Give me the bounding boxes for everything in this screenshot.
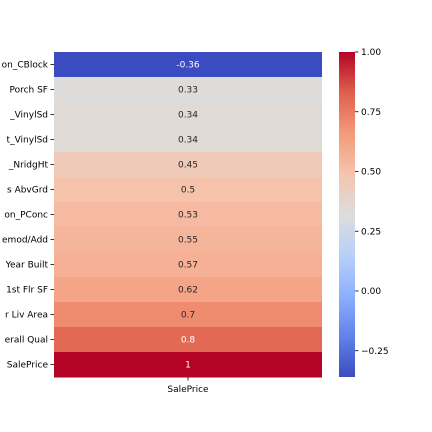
colorbar-tick-label: −0.25 <box>361 347 389 357</box>
colorbar-tick-label: 0.00 <box>361 287 381 297</box>
cell-value-label: 0.5 <box>181 186 195 196</box>
cell-value-label: 0.34 <box>178 136 198 146</box>
heatmap-cell <box>54 302 322 328</box>
heatmap-cell <box>54 202 322 228</box>
row-tick-labels: on_CBlock Porch SF _VinylSd t_VinylSd _Nridg… <box>2 61 54 371</box>
row-label: s AbvGrd <box>7 186 48 196</box>
heatmap-cell <box>54 177 322 203</box>
column-tick-labels: SalePrice <box>167 377 209 395</box>
row-label: on_CBlock <box>2 61 49 71</box>
colorbar-tick-label: 0.50 <box>361 168 381 178</box>
row-label: _VinylSd <box>9 111 48 121</box>
row-label: _NridgHt <box>8 161 49 171</box>
cell-value-label: 0.8 <box>181 336 196 346</box>
colorbar-tick-label: 0.25 <box>361 227 381 237</box>
cell-value-label: 0.34 <box>178 111 198 121</box>
heatmap-cell <box>54 227 322 253</box>
cell-value-label: 0.55 <box>178 236 198 246</box>
row-label: t_VinylSd <box>7 136 48 146</box>
cell-value-label: 0.53 <box>178 211 198 221</box>
cell-value-label: 1 <box>185 361 191 371</box>
cell-value-label: 0.57 <box>178 261 198 271</box>
heatmap-cells: -0.36 0.33 0.34 0.34 0.45 0.5 0.53 0.55 0.57 0.62… <box>54 52 322 378</box>
row-label: on_PConc <box>4 211 48 221</box>
row-label: emod/Add <box>2 236 48 246</box>
row-label: Year Built <box>5 261 49 271</box>
colorbar-tick-label: 0.75 <box>361 108 381 118</box>
row-label: erall Qual <box>5 336 48 346</box>
heatmap-cell <box>54 352 322 378</box>
row-label: Porch SF <box>9 86 48 96</box>
heatmap-cell <box>54 252 322 278</box>
heatmap-cell <box>54 127 322 153</box>
cell-value-label: 0.7 <box>181 311 195 321</box>
colorbar <box>339 52 355 377</box>
cell-value-label: -0.36 <box>176 61 200 71</box>
column-label: SalePrice <box>167 385 209 395</box>
colorbar-ticks: 1.00 0.75 0.50 0.25 0.00 −0.25 <box>355 48 389 357</box>
row-label: r Liv Area <box>5 311 48 321</box>
heatmap-cell <box>54 327 322 353</box>
row-label: 1st Flr SF <box>6 286 48 296</box>
heatmap-cell <box>54 102 322 128</box>
heatmap-cell <box>54 152 322 178</box>
heatmap-cell <box>54 77 322 103</box>
row-label: SalePrice <box>7 361 49 371</box>
cell-value-label: 0.62 <box>178 286 198 296</box>
cell-value-label: 0.33 <box>178 86 198 96</box>
colorbar-tick-label: 1.00 <box>361 48 381 58</box>
heatmap-cell <box>54 52 322 78</box>
heatmap-cell <box>54 277 322 303</box>
cell-value-label: 0.45 <box>178 161 198 171</box>
